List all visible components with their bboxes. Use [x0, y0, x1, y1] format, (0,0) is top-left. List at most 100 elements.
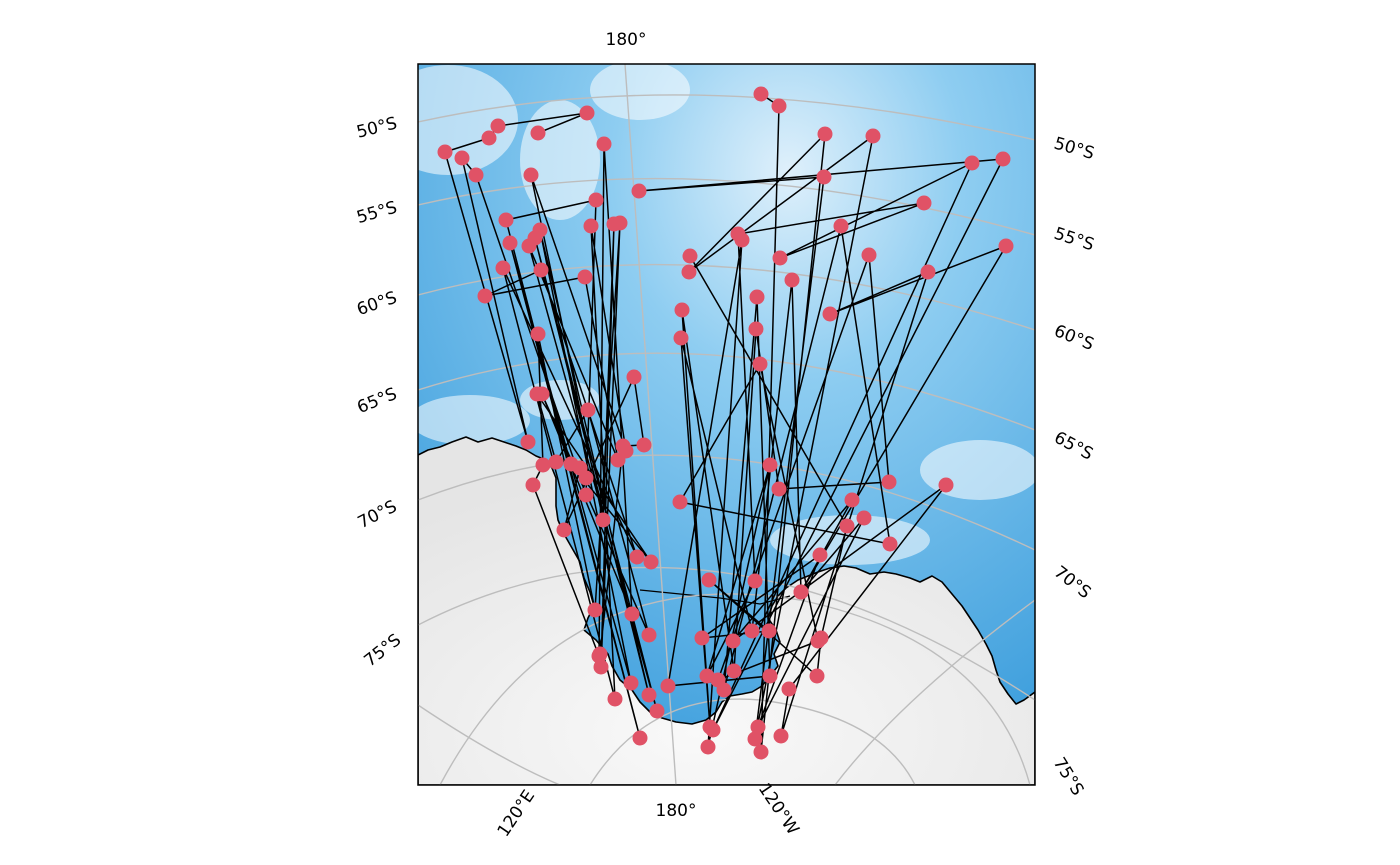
location-point-left-18: [521, 238, 537, 254]
right-parallel-labels: 50°S 55°S 60°S 65°S 70°S 75°S: [1049, 134, 1097, 800]
location-point-right-34: [726, 663, 742, 679]
location-point-left-7: [468, 167, 484, 183]
location-point-right-20: [660, 678, 676, 694]
right-label-75s: 75°S: [1049, 754, 1088, 799]
location-point-left-13: [623, 675, 639, 691]
graticule-meridians: [418, 64, 1035, 785]
location-point-left-43: [548, 454, 564, 470]
location-point-left-51: [636, 437, 652, 453]
location-point-right-55: [701, 572, 717, 588]
location-point-right-6: [747, 731, 763, 747]
location-point-left-4: [437, 144, 453, 160]
location-points: [437, 86, 1014, 760]
location-point-left-21: [477, 288, 493, 304]
location-point-left-11: [632, 730, 648, 746]
location-point-right-3: [817, 126, 833, 142]
right-label-50s: 50°S: [1052, 134, 1097, 165]
location-point-right-21: [762, 668, 778, 684]
location-point-right-18: [700, 739, 716, 755]
location-point-right-53: [694, 630, 710, 646]
location-point-right-57: [813, 630, 829, 646]
location-point-right-42: [822, 306, 838, 322]
location-point-right-8: [631, 183, 647, 199]
location-point-right-13: [916, 195, 932, 211]
location-point-right-11: [964, 155, 980, 171]
location-point-right-39: [784, 272, 800, 288]
animal-tracks: [444, 93, 1007, 753]
bottom-label-120w: 120°W: [754, 780, 803, 839]
location-point-right-25: [882, 536, 898, 552]
location-point-left-42: [580, 402, 596, 418]
left-label-60s: 60°S: [354, 288, 399, 320]
graticule-parallels: [418, 94, 1035, 701]
location-point-right-36: [702, 719, 718, 735]
location-point-right-12: [772, 250, 788, 266]
location-point-right-9: [995, 151, 1011, 167]
location-point-left-39: [624, 606, 640, 622]
location-point-right-51: [750, 719, 766, 735]
location-point-left-29: [595, 512, 611, 528]
location-point-right-5: [865, 128, 881, 144]
location-point-right-59: [682, 248, 698, 264]
location-point-left-20: [577, 269, 593, 285]
location-point-left-2: [490, 118, 506, 134]
location-point-right-19: [734, 232, 750, 248]
location-point-right-32: [771, 481, 787, 497]
location-point-left-35: [535, 457, 551, 473]
location-point-right-45: [781, 681, 797, 697]
right-label-60s: 60°S: [1051, 321, 1096, 355]
location-point-right-46: [938, 477, 954, 493]
location-point-right-41: [998, 238, 1014, 254]
location-point-left-33: [587, 602, 603, 618]
location-point-left-12: [502, 235, 518, 251]
location-point-left-5: [520, 434, 536, 450]
left-parallel-labels: 50°S 55°S 60°S 65°S 70°S 75°S: [354, 113, 405, 671]
location-point-right-37: [673, 330, 689, 346]
top-meridian-label: 180°: [606, 30, 647, 50]
location-point-left-38: [596, 136, 612, 152]
track-line-left: [444, 112, 658, 739]
location-point-right-30: [861, 247, 877, 263]
location-point-left-6: [454, 150, 470, 166]
location-point-right-58: [839, 518, 855, 534]
location-point-right-52: [812, 547, 828, 563]
location-point-right-38: [744, 623, 760, 639]
location-point-right-0: [753, 86, 769, 102]
location-point-right-44: [773, 728, 789, 744]
location-point-right-49: [793, 584, 809, 600]
map-frame: [417, 63, 1036, 786]
location-point-right-31: [881, 474, 897, 490]
location-point-right-4: [681, 264, 697, 280]
track-line-right: [638, 93, 1007, 753]
location-point-right-47: [725, 633, 741, 649]
location-point-left-32: [612, 215, 628, 231]
location-point-left-25: [607, 691, 623, 707]
location-point-right-27: [752, 356, 768, 372]
location-point-right-17: [762, 457, 778, 473]
location-point-right-35: [674, 302, 690, 318]
location-point-left-15: [641, 687, 657, 703]
location-point-right-15: [747, 573, 763, 589]
location-point-right-56: [809, 668, 825, 684]
location-point-right-26: [672, 494, 688, 510]
location-point-right-33: [748, 321, 764, 337]
bottom-label-120e: 120°E: [494, 787, 539, 841]
location-point-left-9: [588, 192, 604, 208]
location-point-right-43: [920, 264, 936, 280]
location-point-right-7: [816, 169, 832, 185]
left-label-65s: 65°S: [354, 384, 399, 418]
bottom-meridian-labels: 120°E 180° 120°W: [494, 780, 803, 841]
left-label-55s: 55°S: [355, 198, 400, 229]
left-label-70s: 70°S: [355, 497, 401, 533]
location-point-left-3: [481, 130, 497, 146]
right-label-70s: 70°S: [1050, 562, 1095, 603]
location-point-left-49: [556, 522, 572, 538]
location-point-right-22: [749, 289, 765, 305]
location-point-left-53: [592, 646, 608, 662]
location-point-left-48: [572, 460, 588, 476]
location-point-left-24: [495, 260, 511, 276]
bottom-label-180: 180°: [656, 801, 697, 821]
location-point-left-44: [529, 386, 545, 402]
location-point-left-52: [615, 438, 631, 454]
